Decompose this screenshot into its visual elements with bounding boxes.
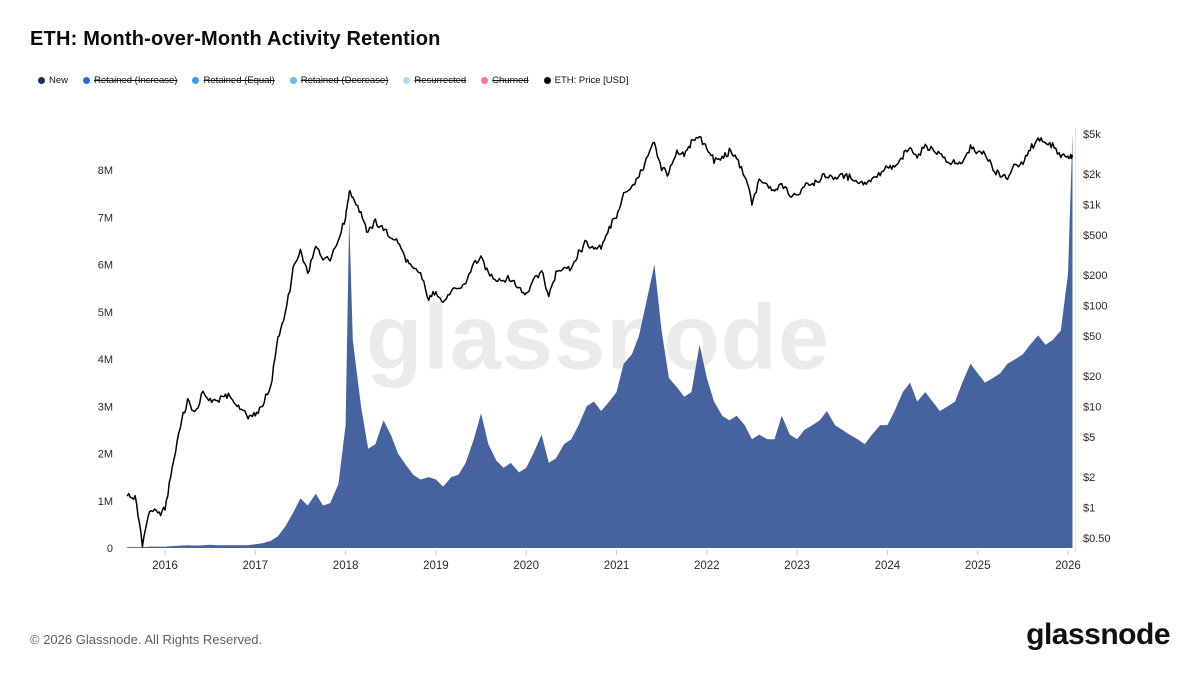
right-axis-tick-label: $1: [1083, 503, 1095, 515]
legend-label: Churned: [492, 75, 529, 86]
x-axis-year-label: 2018: [333, 560, 359, 572]
right-axis-tick-label: $50: [1083, 331, 1101, 343]
right-axis-tick-label: $200: [1083, 270, 1107, 282]
right-axis-tick-label: $1k: [1083, 200, 1101, 212]
legend-item-eth-price-usd[interactable]: ETH: Price [USD]: [543, 75, 629, 86]
x-axis-year-label: 2025: [965, 560, 991, 572]
x-axis-year-label: 2020: [513, 560, 539, 572]
left-axis-tick-label: 1M: [98, 496, 113, 508]
right-axis-tick-label: $100: [1083, 301, 1107, 313]
retained-equal-legend-dot-icon: [192, 77, 200, 84]
x-axis-year-label: 2022: [694, 560, 720, 572]
chart-title: ETH: Month-over-Month Activity Retention: [30, 28, 441, 50]
x-axis-year-label: 2024: [875, 560, 901, 572]
right-axis-tick-label: $10: [1083, 402, 1101, 414]
legend-item-new[interactable]: New: [38, 75, 68, 86]
left-axis-tick-label: 3M: [98, 401, 113, 413]
right-axis-tick-label: $0.50: [1083, 533, 1111, 545]
legend-item-retained-equal[interactable]: Retained (Equal): [192, 75, 275, 86]
right-axis-tick-label: $2: [1083, 472, 1095, 484]
right-axis-tick-label: $5: [1083, 432, 1095, 444]
left-axis-tick-label: 7M: [98, 212, 113, 224]
right-axis-tick-label: $20: [1083, 371, 1101, 383]
x-axis-year-label: 2017: [243, 560, 269, 572]
legend-item-resurrected[interactable]: Resurrected: [403, 75, 466, 86]
chart-legend: New Retained (Increase) Retained (Equal) Re…: [38, 75, 629, 86]
legend-label: New: [49, 75, 69, 86]
x-axis-year-label: 2026: [1055, 560, 1081, 572]
copyright-text: © 2026 Glassnode. All Rights Reserved.: [30, 632, 263, 647]
retained-increase-legend-dot-icon: [83, 77, 91, 84]
new-addresses-area: [127, 132, 1073, 548]
x-axis-year-label: 2016: [152, 560, 178, 572]
glassnode-watermark: glassnode: [365, 286, 831, 389]
churned-legend-dot-icon: [481, 77, 489, 84]
left-axis-tick-label: 6M: [98, 260, 113, 272]
legend-label: Retained (Equal): [203, 75, 275, 86]
legend-label: ETH: Price [USD]: [554, 75, 629, 86]
x-axis-year-label: 2019: [423, 560, 449, 572]
right-axis-tick-label: $500: [1083, 230, 1107, 242]
legend-item-retained-decrease[interactable]: Retained (Decrease): [289, 75, 389, 86]
eth-price-line: [126, 135, 1074, 548]
eth-price-usd-legend-dot-icon: [543, 77, 551, 84]
left-axis-tick-label: 5M: [98, 307, 113, 319]
retained-decrease-legend-dot-icon: [289, 77, 297, 84]
legend-label: Resurrected: [414, 75, 467, 86]
left-axis-tick-label: 0: [107, 543, 113, 555]
x-axis-year-label: 2023: [784, 560, 810, 572]
right-axis-tick-label: $5k: [1083, 129, 1101, 141]
new-legend-dot-icon: [38, 77, 45, 84]
resurrected-legend-dot-icon: [403, 77, 411, 84]
legend-label: Retained (Decrease): [300, 75, 389, 86]
left-axis-tick-label: 2M: [98, 449, 113, 461]
right-axis-tick-label: $2k: [1083, 169, 1101, 181]
glassnode-logo: glassnode: [1026, 618, 1170, 651]
legend-item-churned[interactable]: Churned: [481, 75, 529, 86]
legend-item-retained-increase[interactable]: Retained (Increase): [83, 75, 177, 86]
legend-label: Retained (Increase): [94, 75, 178, 86]
left-axis-tick-label: 4M: [98, 354, 113, 366]
left-axis-tick-label: 8M: [98, 165, 113, 177]
x-axis-year-label: 2021: [604, 560, 630, 572]
